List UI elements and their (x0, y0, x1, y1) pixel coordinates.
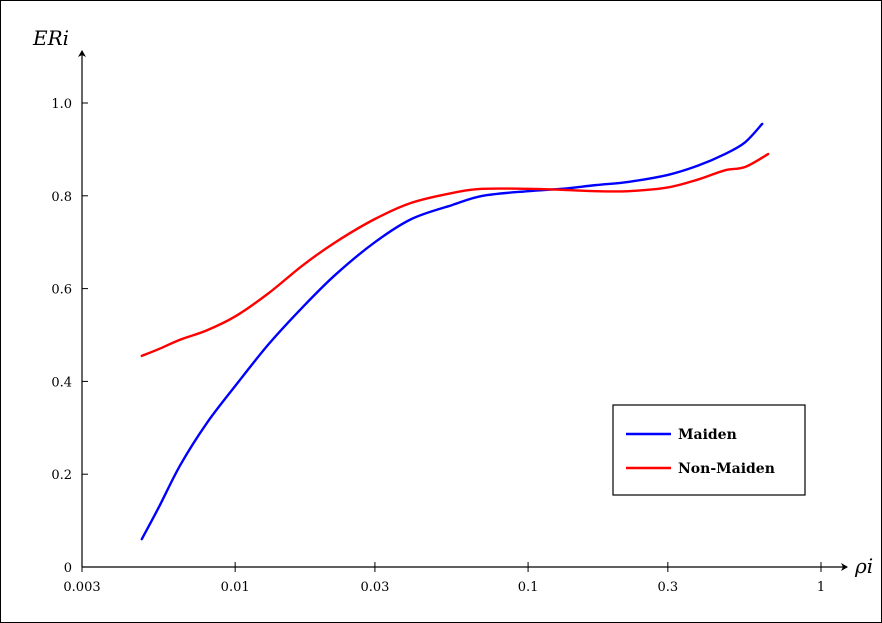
legend-label-non-maiden: Non-Maiden (678, 461, 775, 477)
y-tick-label: 0 (64, 561, 72, 576)
y-tick-label: 1.0 (51, 97, 72, 112)
legend: Maiden Non-Maiden (612, 404, 806, 496)
x-tick-label: 0.3 (657, 580, 678, 595)
y-axis-title: ERi (32, 26, 69, 50)
y-tick-label: 0.2 (51, 468, 72, 483)
x-tick-label: 1 (817, 580, 825, 595)
x-tick-label: 0.003 (63, 580, 100, 595)
y-ticks: 0 0.2 0.4 0.6 0.8 1.0 (51, 97, 88, 576)
series-line-maiden (140, 122, 764, 541)
x-ticks: 0.003 0.01 0.03 0.1 0.3 1 (63, 562, 825, 595)
x-tick-label: 0.1 (518, 580, 539, 595)
series-lines (140, 122, 770, 541)
x-axis-title: ρi (854, 554, 873, 578)
y-tick-label: 0.4 (51, 375, 72, 390)
x-tick-label: 0.03 (360, 580, 389, 595)
legend-label-maiden: Maiden (678, 427, 737, 443)
x-tick-label: 0.01 (221, 580, 250, 595)
y-tick-label: 0.8 (51, 190, 72, 205)
legend-box (612, 404, 806, 496)
series-line-non-maiden (140, 152, 770, 358)
y-tick-label: 0.6 (51, 283, 72, 298)
